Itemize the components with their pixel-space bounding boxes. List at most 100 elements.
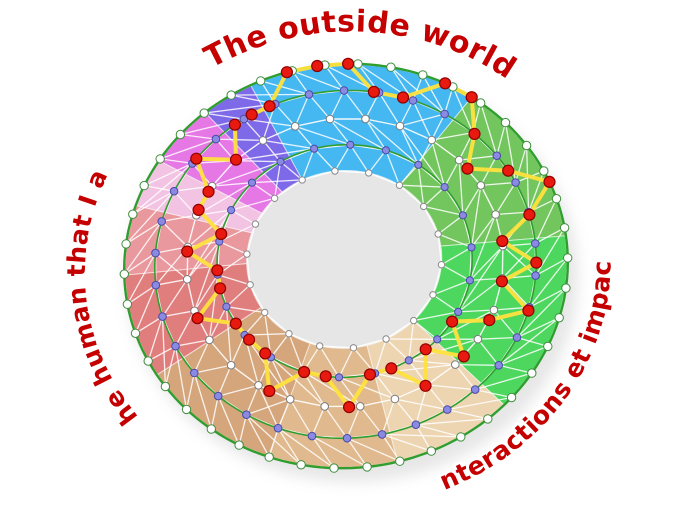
- ring-node[interactable]: [157, 217, 166, 226]
- highlight-node[interactable]: [419, 343, 432, 356]
- highlight-node[interactable]: [280, 66, 293, 79]
- highlight-node[interactable]: [245, 108, 258, 121]
- highlight-node[interactable]: [181, 245, 194, 258]
- ring-node[interactable]: [456, 432, 466, 442]
- ring-node[interactable]: [247, 178, 257, 187]
- ring-node[interactable]: [476, 98, 486, 108]
- ring-node[interactable]: [158, 312, 167, 321]
- ring-node[interactable]: [169, 186, 179, 196]
- ring-node[interactable]: [426, 446, 436, 456]
- ring-node[interactable]: [386, 62, 396, 72]
- ring-node[interactable]: [320, 402, 330, 411]
- highlight-node[interactable]: [202, 185, 215, 198]
- ring-node[interactable]: [213, 391, 223, 401]
- ring-node[interactable]: [261, 308, 269, 317]
- ring-node[interactable]: [365, 169, 373, 177]
- ring-node[interactable]: [559, 223, 570, 233]
- ring-node[interactable]: [199, 108, 209, 118]
- ring-node[interactable]: [151, 280, 161, 290]
- highlight-node[interactable]: [465, 91, 478, 104]
- ring-node[interactable]: [242, 410, 251, 420]
- ring-node[interactable]: [476, 181, 486, 190]
- highlight-node[interactable]: [446, 315, 459, 328]
- ring-node[interactable]: [270, 194, 279, 203]
- ring-node[interactable]: [342, 433, 352, 443]
- highlight-node[interactable]: [419, 379, 432, 392]
- highlight-node[interactable]: [214, 282, 227, 295]
- ring-node[interactable]: [298, 176, 306, 184]
- ring-node[interactable]: [346, 140, 355, 149]
- ring-node[interactable]: [561, 283, 571, 293]
- ring-node[interactable]: [395, 121, 405, 131]
- ring-node[interactable]: [190, 368, 199, 378]
- ring-node[interactable]: [494, 361, 504, 370]
- ring-node[interactable]: [437, 261, 446, 269]
- ring-node[interactable]: [234, 440, 244, 450]
- ring-node[interactable]: [130, 328, 141, 338]
- ring-node[interactable]: [304, 90, 314, 99]
- highlight-node[interactable]: [343, 401, 356, 414]
- ring-node[interactable]: [285, 330, 293, 338]
- ring-node[interactable]: [554, 313, 564, 323]
- ring-node[interactable]: [258, 136, 268, 145]
- ring-node[interactable]: [427, 135, 437, 145]
- ring-node[interactable]: [205, 335, 214, 345]
- ring-node[interactable]: [143, 356, 153, 366]
- ring-node[interactable]: [390, 394, 400, 404]
- ring-node[interactable]: [251, 220, 260, 228]
- ring-node[interactable]: [349, 344, 358, 352]
- ring-node[interactable]: [296, 460, 306, 470]
- highlight-node[interactable]: [298, 365, 311, 379]
- ring-node[interactable]: [465, 276, 474, 285]
- ring-node[interactable]: [408, 96, 418, 105]
- ring-node[interactable]: [404, 356, 413, 365]
- ring-node[interactable]: [382, 335, 390, 343]
- highlight-node[interactable]: [468, 127, 481, 140]
- highlight-node[interactable]: [311, 59, 324, 73]
- ring-node[interactable]: [353, 59, 363, 69]
- ring-node[interactable]: [511, 178, 520, 187]
- highlight-node[interactable]: [319, 370, 332, 383]
- highlight-node[interactable]: [259, 347, 272, 360]
- highlight-node[interactable]: [263, 384, 276, 398]
- ring-node[interactable]: [506, 392, 517, 403]
- highlight-node[interactable]: [439, 77, 452, 90]
- ring-node[interactable]: [226, 90, 236, 100]
- ring-node[interactable]: [121, 239, 131, 249]
- ring-node[interactable]: [418, 70, 428, 80]
- ring-node[interactable]: [410, 316, 418, 325]
- ring-node[interactable]: [473, 334, 483, 344]
- ring-node[interactable]: [339, 86, 349, 95]
- highlight-node[interactable]: [229, 153, 243, 166]
- ring-node[interactable]: [433, 335, 442, 344]
- ring-node[interactable]: [334, 373, 344, 382]
- ring-node[interactable]: [243, 250, 251, 258]
- ring-node[interactable]: [310, 144, 319, 153]
- ring-node[interactable]: [307, 431, 317, 441]
- ring-node[interactable]: [489, 305, 499, 315]
- ring-node[interactable]: [521, 140, 532, 151]
- ring-node[interactable]: [467, 243, 476, 252]
- ring-node[interactable]: [563, 253, 573, 263]
- ring-node[interactable]: [420, 202, 428, 211]
- highlight-node[interactable]: [192, 203, 205, 216]
- ring-node[interactable]: [355, 402, 365, 411]
- highlight-node[interactable]: [228, 118, 241, 131]
- highlight-node[interactable]: [530, 256, 543, 269]
- ring-node[interactable]: [182, 275, 192, 284]
- ring-node[interactable]: [362, 462, 372, 472]
- ring-node[interactable]: [543, 341, 553, 352]
- highlight-node[interactable]: [502, 164, 515, 177]
- highlight-node[interactable]: [396, 91, 410, 104]
- ring-node[interactable]: [155, 154, 165, 164]
- ring-node[interactable]: [206, 424, 217, 434]
- ring-node[interactable]: [329, 463, 339, 473]
- ring-node[interactable]: [181, 404, 192, 415]
- highlight-node[interactable]: [461, 162, 474, 175]
- ring-node[interactable]: [122, 299, 133, 309]
- highlight-node[interactable]: [229, 317, 242, 330]
- highlight-node[interactable]: [243, 333, 256, 346]
- ring-node[interactable]: [492, 151, 502, 160]
- ring-node[interactable]: [483, 414, 493, 424]
- ring-node[interactable]: [256, 76, 266, 86]
